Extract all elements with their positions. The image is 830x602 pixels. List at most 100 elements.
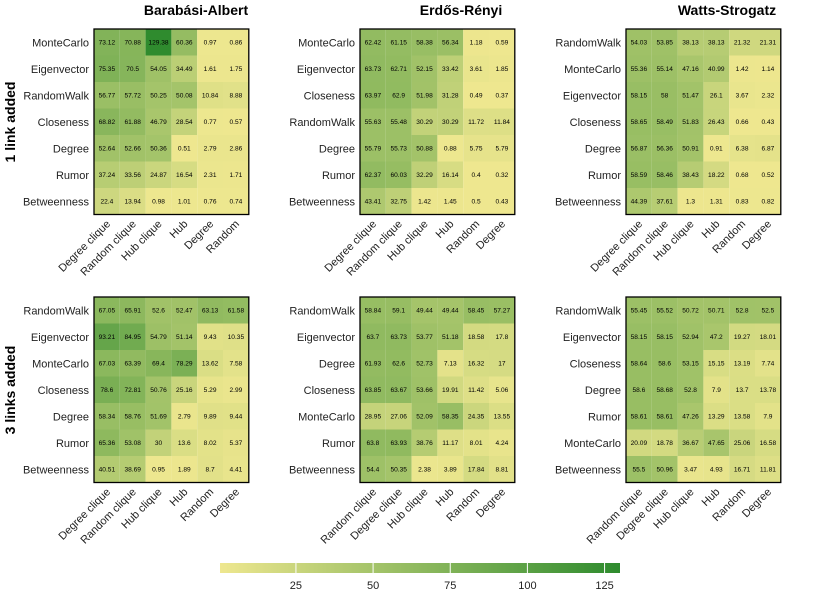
heatmap-cell — [197, 403, 223, 430]
cell-value-label: 72.81 — [124, 387, 141, 394]
cell-value-label: 129.38 — [148, 40, 169, 47]
heatmap-cell — [463, 161, 489, 188]
heatmap-cell — [119, 376, 146, 403]
cell-value-label: 1.42 — [418, 199, 431, 206]
row-label-betweenness: Betweenness — [555, 196, 622, 208]
cell-value-label: 18.58 — [468, 334, 485, 341]
cell-value-label: 8.88 — [229, 93, 242, 100]
cell-value-label: 16.71 — [734, 467, 751, 474]
cell-value-label: 63.93 — [390, 440, 407, 447]
heatmap-cell — [729, 29, 755, 56]
heatmap-cell — [385, 429, 412, 456]
heatmap-cell — [385, 350, 412, 377]
heatmap-cell — [651, 456, 678, 483]
cell-value-label: 68.82 — [99, 119, 116, 126]
heatmap-cell — [626, 82, 652, 109]
heatmap-cell — [729, 161, 755, 188]
row-strip-3-links-added: 3 links added — [2, 346, 18, 435]
heatmap-cell — [197, 456, 223, 483]
heatmap-cell — [411, 456, 438, 483]
heatmap-cell — [729, 55, 755, 82]
heatmap-cell — [385, 161, 412, 188]
cell-value-label: 52.8 — [684, 387, 697, 394]
row-label-betweenness: Betweenness — [289, 464, 356, 476]
cell-value-label: 7.13 — [444, 361, 457, 368]
heatmap-cell — [437, 376, 464, 403]
panel-border — [359, 28, 516, 216]
row-label-montecarlo: MonteCarlo — [32, 37, 89, 49]
cell-value-label: 54.03 — [631, 40, 648, 47]
heatmap-cell — [197, 135, 223, 162]
heatmap-cell — [385, 55, 412, 82]
heatmap-cell — [411, 135, 438, 162]
cell-value-label: 61.88 — [124, 119, 141, 126]
cell-value-label: 0.86 — [229, 40, 242, 47]
cell-value-label: 55.14 — [656, 66, 673, 73]
cell-value-label: 18.78 — [656, 440, 673, 447]
cell-value-label: 65.91 — [124, 308, 141, 315]
cell-value-label: 43.41 — [365, 199, 382, 206]
cell-value-label: 38.13 — [682, 40, 699, 47]
heatmap-cell — [360, 55, 386, 82]
cell-value-label: 38.69 — [124, 467, 141, 474]
heatmap-cell — [755, 456, 781, 483]
colorbar-tick-label: 75 — [444, 580, 456, 592]
panel-border — [93, 296, 250, 484]
row-label-rumor: Rumor — [588, 411, 621, 423]
heatmap-cell — [223, 135, 249, 162]
heatmap-cell — [463, 456, 489, 483]
heatmap-cell — [145, 82, 172, 109]
cell-value-label: 62.9 — [392, 93, 405, 100]
cell-value-label: 56.34 — [442, 40, 459, 47]
cell-value-label: 52.94 — [682, 334, 699, 341]
row-label-eigenvector: Eigenvector — [563, 90, 621, 102]
heatmap-cell — [119, 429, 146, 456]
cell-value-label: 1.85 — [495, 66, 508, 73]
cell-value-label: 34.49 — [176, 66, 193, 73]
heatmap-cell — [489, 403, 515, 430]
heatmap-cell — [437, 350, 464, 377]
panel-title-erdos-renyi: Erdős-Rényi — [420, 2, 502, 18]
cell-value-label: 30.29 — [416, 119, 433, 126]
heatmap-cell — [94, 403, 120, 430]
cell-value-label: 8.7 — [206, 467, 215, 474]
cell-value-label: 3.47 — [684, 467, 697, 474]
cell-value-label: 7.9 — [763, 414, 772, 421]
heatmap-cell — [677, 108, 704, 135]
heatmap-cell — [223, 29, 249, 56]
cell-value-label: 19.27 — [734, 334, 751, 341]
cell-value-label: 13.19 — [734, 361, 751, 368]
cell-value-label: 58.61 — [631, 414, 648, 421]
row-strip-1-link-added: 1 link added — [2, 82, 18, 163]
cell-value-label: 32.75 — [390, 199, 407, 206]
heatmap-cell — [677, 297, 704, 324]
heatmap-cell — [755, 297, 781, 324]
heatmap-cell — [677, 161, 704, 188]
cell-value-label: 54.4 — [366, 467, 379, 474]
cell-value-label: 3.67 — [736, 93, 749, 100]
heatmap-cell — [385, 376, 412, 403]
heatmap-cell — [729, 456, 755, 483]
heatmap-cell — [171, 82, 198, 109]
cell-value-label: 50.88 — [416, 146, 433, 153]
cell-value-label: 93.21 — [99, 334, 116, 341]
cell-value-label: 67.05 — [99, 308, 116, 315]
heatmap-cell — [145, 55, 172, 82]
cell-value-label: 51.98 — [416, 93, 433, 100]
heatmap-cell — [651, 55, 678, 82]
cell-value-label: 8.81 — [495, 467, 508, 474]
heatmap-cell — [145, 297, 172, 324]
cell-value-label: 19.91 — [442, 387, 459, 394]
heatmap-cell — [171, 403, 198, 430]
heatmap-cell — [197, 161, 223, 188]
heatmap-cell — [703, 29, 730, 56]
heatmap-cell — [489, 297, 515, 324]
heatmap-cell — [755, 188, 781, 215]
cell-value-label: 11.81 — [760, 467, 776, 474]
cell-value-label: 47.16 — [682, 66, 699, 73]
cell-value-label: 2.86 — [229, 146, 242, 153]
heatmap-cell — [489, 29, 515, 56]
heatmap-cell — [94, 108, 120, 135]
heatmap-cell — [223, 161, 249, 188]
cell-value-label: 3.89 — [444, 467, 457, 474]
